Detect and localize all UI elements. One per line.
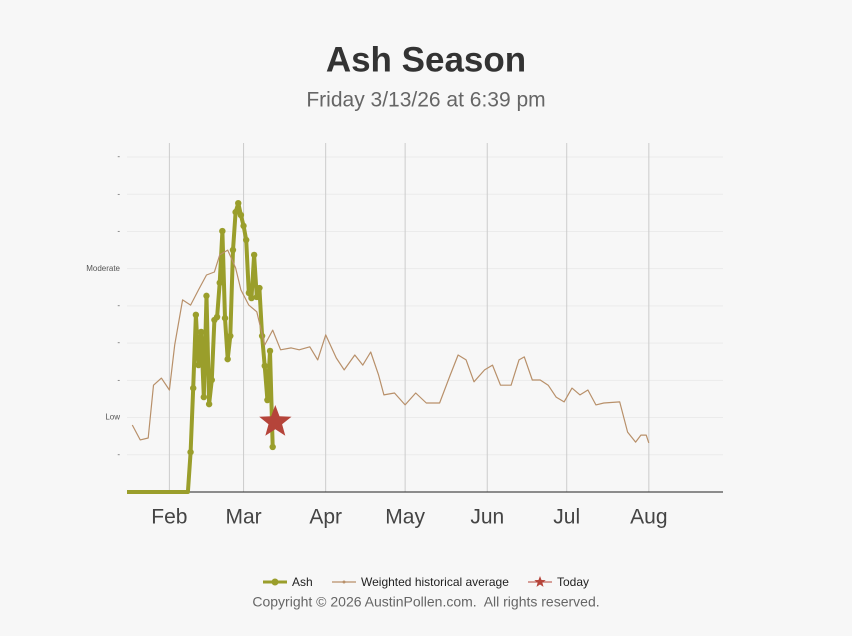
point xyxy=(237,211,245,219)
chart-subtitle: Friday 3/13/26 at 6:39 pm xyxy=(306,89,545,112)
point xyxy=(213,313,221,321)
y-tick-label: - xyxy=(117,301,120,310)
point xyxy=(240,222,247,230)
point xyxy=(205,400,213,408)
x-tick-label: Mar xyxy=(225,506,261,529)
legend-label: Today xyxy=(557,575,589,589)
chart-title: Ash Season xyxy=(326,40,526,79)
point xyxy=(200,393,208,401)
y-tick-label: - xyxy=(117,152,120,161)
x-tick-label: Apr xyxy=(309,506,342,529)
point xyxy=(232,208,239,216)
point xyxy=(243,236,250,244)
point xyxy=(261,362,268,370)
y-tick-label: Low xyxy=(105,413,120,422)
point xyxy=(192,311,200,319)
series-line xyxy=(127,201,275,494)
copyright: Copyright © 2026 AustinPollen.com. All r… xyxy=(252,594,599,610)
point xyxy=(224,355,231,363)
point xyxy=(264,396,271,404)
y-tick-label: - xyxy=(117,375,120,384)
point xyxy=(269,443,276,451)
legend-symbol xyxy=(271,578,279,586)
x-tick-label: Jul xyxy=(553,506,580,529)
x-tick-label: Jun xyxy=(470,506,504,529)
series-line xyxy=(131,249,650,444)
point xyxy=(266,347,274,355)
y-tick-label: - xyxy=(117,338,120,347)
point xyxy=(229,246,237,254)
point xyxy=(203,292,210,300)
point xyxy=(248,294,255,302)
point xyxy=(250,251,258,259)
point xyxy=(187,448,194,456)
point xyxy=(219,227,226,235)
x-tick-label: May xyxy=(385,506,425,529)
x-tick-label: Aug xyxy=(630,506,667,529)
point xyxy=(190,384,197,392)
point xyxy=(195,361,202,369)
point xyxy=(227,332,234,340)
point xyxy=(197,328,205,336)
legend-label: Weighted historical average xyxy=(361,575,509,589)
legend-label: Ash xyxy=(292,575,313,589)
point xyxy=(216,279,223,287)
point xyxy=(221,314,229,322)
today-marker xyxy=(259,405,292,436)
y-tick-label: - xyxy=(117,227,120,236)
x-tick-label: Feb xyxy=(151,506,187,529)
y-tick-label: Moderate xyxy=(86,264,120,273)
y-tick-label: - xyxy=(117,450,120,459)
point xyxy=(208,376,215,384)
point xyxy=(256,284,263,292)
point xyxy=(235,199,242,207)
point xyxy=(245,289,253,297)
legend-symbol xyxy=(342,580,346,584)
legend-symbol xyxy=(534,576,546,587)
y-tick-label: - xyxy=(117,189,120,198)
point xyxy=(253,293,260,301)
